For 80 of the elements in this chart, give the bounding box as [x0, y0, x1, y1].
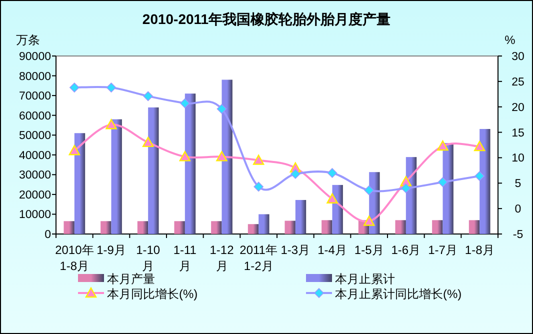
- point: [180, 98, 190, 108]
- point: [474, 171, 484, 181]
- y-tick-label: 40000: [19, 150, 51, 162]
- y2-tick-label: 25: [512, 76, 524, 88]
- point: [216, 104, 227, 114]
- point: [438, 177, 448, 188]
- chart-title: 2010-2011年我国橡胶轮胎外胎月度产量: [142, 11, 391, 27]
- point: [106, 119, 117, 130]
- bar: [222, 80, 232, 234]
- x-tick-label: 1-11 月: [173, 243, 197, 273]
- bar: [480, 128, 490, 234]
- y2-tick-label: 10: [512, 152, 524, 165]
- y-tick-label: 50000: [19, 130, 51, 142]
- point: [437, 140, 448, 151]
- bar: [395, 220, 406, 234]
- legend-label: 本月产量: [107, 272, 155, 286]
- point: [142, 136, 154, 148]
- y2-tick-label: -5: [512, 229, 524, 241]
- bar: [442, 143, 454, 234]
- bar: [184, 94, 196, 234]
- bar: [137, 221, 148, 234]
- point: [68, 144, 80, 156]
- y2-tick-label: 15: [512, 127, 524, 140]
- point: [326, 193, 338, 204]
- y-tick-label: 20000: [19, 189, 51, 202]
- y-tick-label: 10000: [19, 209, 51, 222]
- y-tick-label: 60000: [19, 110, 51, 122]
- bar: [174, 221, 185, 234]
- legend-label: 本月止累计: [335, 272, 395, 286]
- legend-label: 本月同比增长(%): [107, 287, 198, 301]
- bar: [211, 221, 222, 234]
- y2-tick-label: 0: [514, 204, 522, 216]
- point: [474, 140, 486, 152]
- x-tick-label: 1-6月: [391, 243, 421, 257]
- x-tick-label: 1-3月: [280, 243, 310, 257]
- point: [70, 82, 80, 92]
- bar: [258, 214, 270, 234]
- bar: [74, 133, 86, 234]
- x-tick-label: 1-9月: [96, 243, 126, 257]
- x-tick-label: 2010年 1-8月: [55, 243, 94, 273]
- point: [401, 183, 411, 194]
- x-tick-label: 1-12 月: [210, 243, 234, 273]
- y2-tick-label: 30: [512, 51, 524, 63]
- y-tick-label: 70000: [19, 90, 51, 103]
- bar: [295, 200, 306, 234]
- bar: [248, 224, 259, 234]
- point: [179, 151, 191, 162]
- bar: [322, 220, 332, 234]
- legend-label: 本月止累计同比增长(%): [335, 287, 462, 301]
- x-tick-label: 1-7月: [428, 243, 458, 257]
- bar: [148, 107, 159, 234]
- x-tick-label: 1-8月: [464, 243, 494, 257]
- point: [254, 182, 264, 192]
- y2-axis-title: %: [504, 33, 516, 47]
- y2-tick-label: 20: [512, 102, 524, 114]
- point: [252, 154, 264, 165]
- bar: [432, 220, 443, 234]
- bar: [64, 221, 74, 234]
- y-tick-label: 30000: [19, 170, 51, 182]
- x-tick-label: 1-4月: [318, 243, 347, 257]
- x-tick-label: 2011年 1-2月: [240, 243, 278, 273]
- bar: [332, 184, 343, 234]
- point: [106, 82, 116, 92]
- bar: [100, 221, 112, 234]
- point: [364, 185, 374, 196]
- y-tick-label: 0: [44, 229, 51, 241]
- y-tick-label: 80000: [19, 70, 51, 83]
- bar: [111, 119, 122, 234]
- point: [363, 216, 375, 226]
- y-tick-label: 90000: [19, 51, 51, 63]
- y2-tick-label: 5: [514, 178, 522, 190]
- bar: [468, 220, 480, 234]
- bar: [284, 220, 296, 234]
- point: [327, 168, 338, 178]
- point: [290, 169, 300, 179]
- point: [216, 151, 228, 162]
- y-axis-title: 万条: [16, 33, 40, 47]
- x-tick-label: 1-10 月: [136, 243, 160, 273]
- x-tick-label: 1-5月: [354, 243, 384, 257]
- point: [143, 91, 153, 102]
